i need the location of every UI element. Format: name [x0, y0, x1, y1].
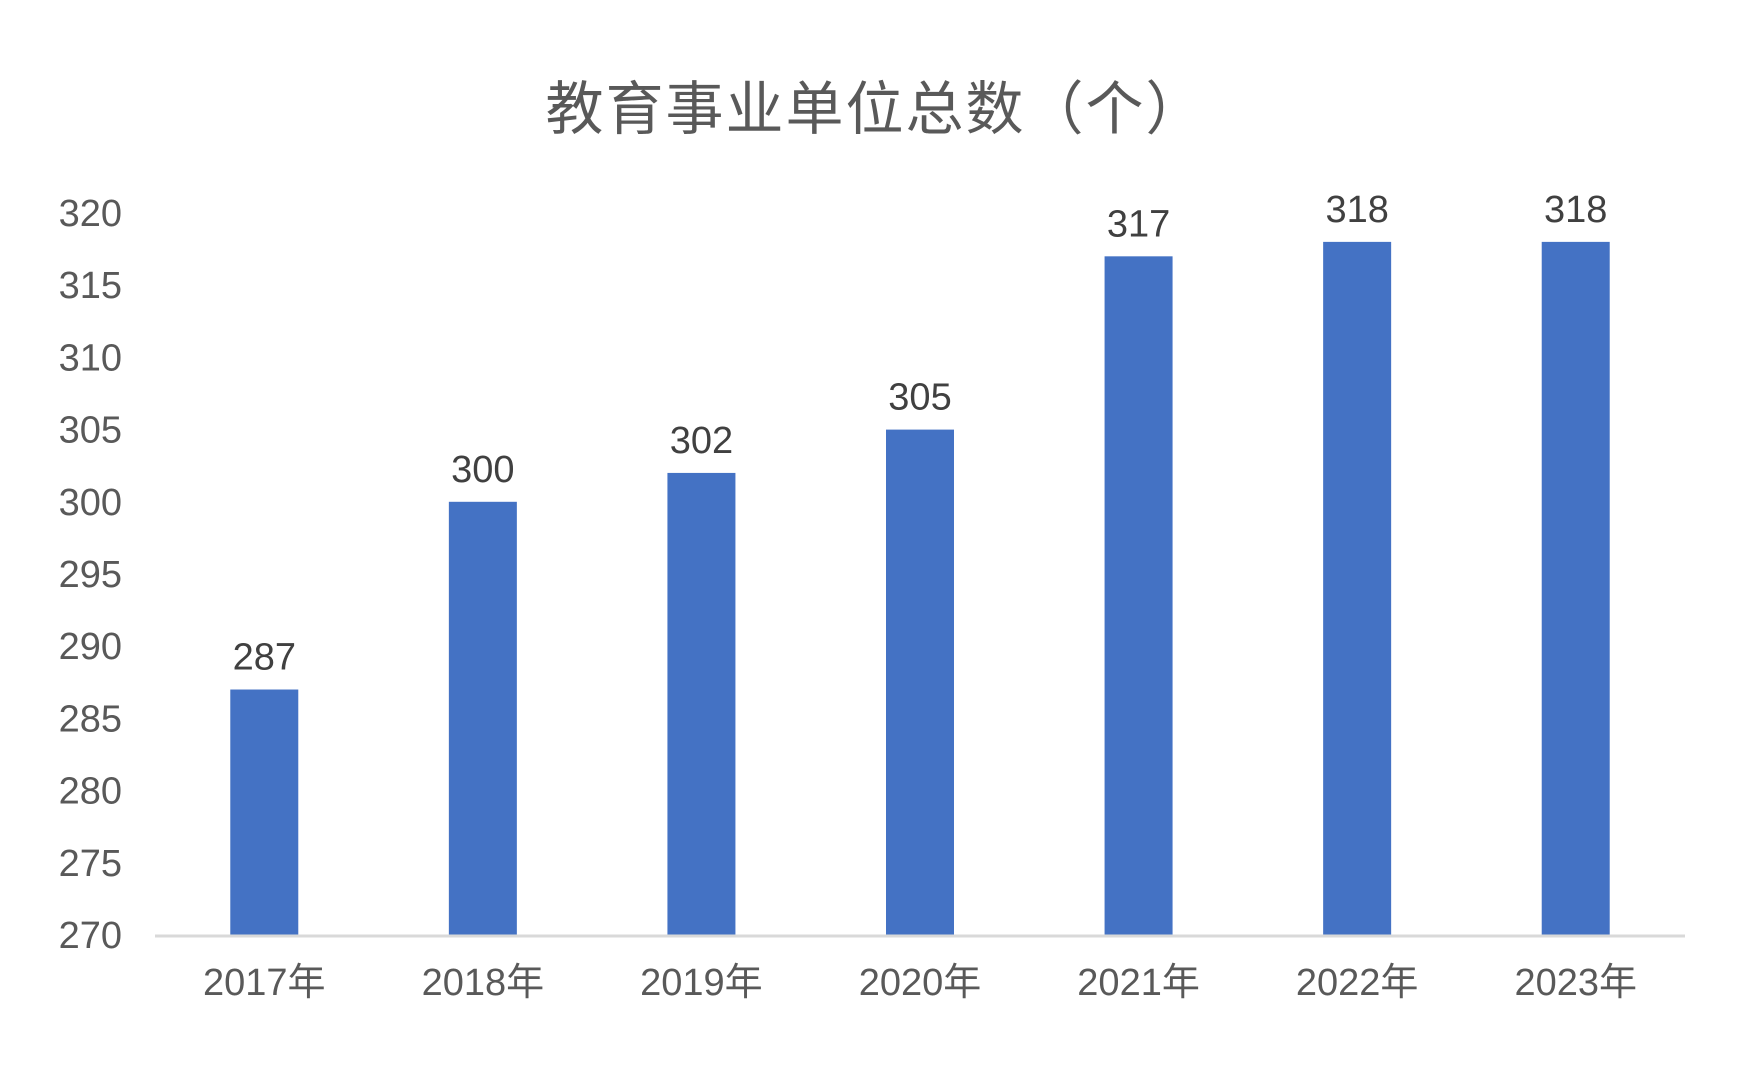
bar-2018年: [448, 501, 517, 935]
bar-2022年: [1323, 241, 1392, 935]
y-tick-label: 280: [59, 771, 122, 813]
y-tick-label: 275: [59, 843, 122, 885]
y-tick-label: 295: [59, 554, 122, 596]
data-label: 302: [670, 420, 733, 462]
x-axis-labels: 2017年 2018年 2019年 2020年 2021年 2022年 2023年: [203, 962, 1637, 1004]
bar-2019年: [667, 472, 736, 935]
x-tick-label: 2023年: [1514, 962, 1637, 1004]
y-tick-label: 315: [59, 265, 122, 307]
data-label: 287: [233, 637, 296, 679]
bar-2017年: [230, 689, 299, 935]
y-tick-label: 310: [59, 337, 122, 379]
y-axis-ticks: 270 275 280 285 290 295 300 305 310 315 320: [59, 193, 122, 957]
x-tick-label: 2018年: [422, 962, 545, 1004]
y-tick-label: 270: [59, 915, 122, 957]
data-label: 300: [451, 449, 514, 491]
y-tick-label: 320: [59, 193, 122, 235]
bars-group: [230, 241, 1610, 935]
x-tick-label: 2020年: [859, 962, 982, 1004]
x-tick-label: 2021年: [1077, 962, 1200, 1004]
data-labels-group: 287 300 302 305 317 318 318: [233, 189, 1608, 679]
y-tick-label: 300: [59, 482, 122, 524]
y-tick-label: 290: [59, 626, 122, 668]
bar-2020年: [886, 429, 954, 935]
data-label: 318: [1544, 189, 1607, 231]
chart-title: 教育事业单位总数（个）: [545, 75, 1206, 143]
data-label: 305: [888, 377, 951, 419]
x-tick-label: 2019年: [640, 962, 763, 1004]
x-tick-label: 2022年: [1296, 962, 1419, 1004]
y-tick-label: 285: [59, 698, 122, 740]
data-label: 318: [1325, 189, 1388, 231]
data-label: 317: [1107, 203, 1170, 245]
bar-2021年: [1104, 256, 1173, 935]
x-tick-label: 2017年: [203, 962, 326, 1004]
y-tick-label: 305: [59, 410, 122, 452]
bar-2023年: [1541, 241, 1610, 935]
